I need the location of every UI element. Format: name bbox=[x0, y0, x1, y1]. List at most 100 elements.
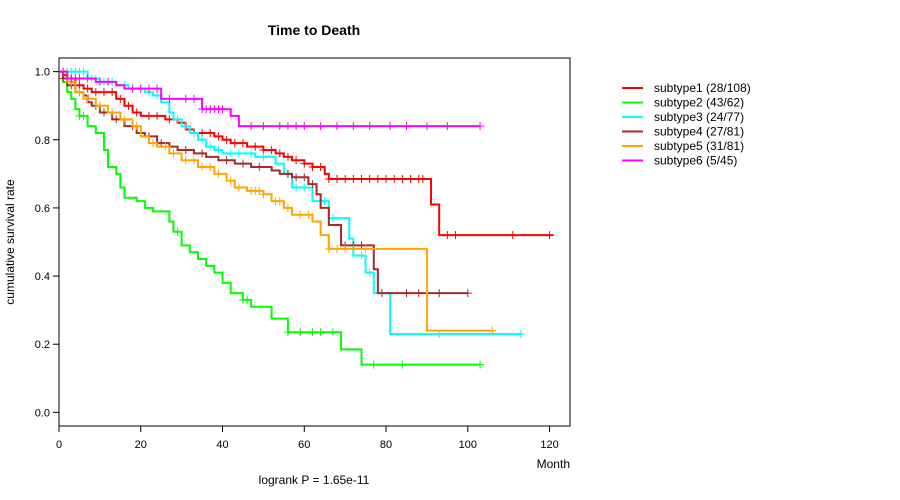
censor-mark bbox=[112, 115, 121, 124]
censor-mark bbox=[181, 122, 190, 131]
censor-mark bbox=[402, 289, 411, 298]
y-axis-label: cumulative survival rate bbox=[3, 179, 17, 305]
censor-mark bbox=[226, 149, 235, 158]
censor-mark bbox=[300, 183, 309, 192]
censor-mark bbox=[275, 197, 284, 206]
censor-mark bbox=[91, 88, 100, 97]
censor-mark bbox=[488, 326, 497, 335]
censor-mark bbox=[292, 173, 301, 182]
censor-mark bbox=[398, 174, 407, 183]
censor-mark bbox=[365, 122, 374, 131]
censor-mark bbox=[234, 183, 243, 192]
censor-mark bbox=[95, 77, 104, 86]
censor-mark bbox=[132, 108, 141, 117]
censor-mark bbox=[267, 146, 276, 154]
censor-mark bbox=[198, 128, 207, 137]
censor-mark bbox=[99, 108, 108, 117]
censor-mark bbox=[308, 180, 317, 189]
censor-mark bbox=[386, 122, 395, 131]
x-tick-label: 20 bbox=[135, 439, 147, 451]
censor-mark bbox=[369, 360, 378, 369]
x-tick-label: 120 bbox=[540, 439, 558, 451]
censor-mark bbox=[328, 214, 337, 223]
censor-mark bbox=[545, 231, 554, 240]
censor-mark bbox=[251, 142, 260, 151]
censor-mark bbox=[414, 289, 423, 298]
censor-mark bbox=[275, 149, 284, 158]
censor-mark bbox=[136, 84, 145, 93]
censor-mark bbox=[332, 244, 341, 253]
censor-mark bbox=[259, 190, 268, 199]
censor-mark bbox=[283, 152, 292, 161]
censor-mark bbox=[341, 244, 350, 253]
censor-mark bbox=[144, 111, 153, 120]
censor-mark bbox=[173, 227, 182, 236]
censor-mark bbox=[214, 146, 223, 154]
censor-mark bbox=[361, 244, 370, 253]
y-tick-label: 0.2 bbox=[35, 339, 50, 351]
censor-mark bbox=[451, 231, 460, 240]
x-tick-label: 100 bbox=[459, 439, 477, 451]
legend-label: subtype5 (31/81) bbox=[654, 139, 744, 153]
axes: 0 20 40 60 80 100 120 0.0 0.2 0.4 0.6 0.8 1.0 bbox=[35, 67, 559, 451]
censor-mark bbox=[238, 139, 247, 148]
censor-mark bbox=[169, 149, 178, 158]
censor-mark bbox=[198, 149, 207, 158]
survival-curve bbox=[59, 70, 481, 366]
censor-mark bbox=[75, 74, 84, 83]
censor-mark bbox=[406, 174, 415, 183]
censor-mark bbox=[259, 152, 268, 161]
censor-mark bbox=[435, 289, 444, 298]
censor-mark bbox=[316, 163, 325, 172]
censor-mark bbox=[230, 139, 239, 148]
series-subtype6 bbox=[59, 67, 485, 131]
x-tick-label: 0 bbox=[56, 439, 62, 451]
censor-mark bbox=[206, 128, 215, 137]
censor-mark bbox=[214, 132, 223, 141]
legend-label: subtype6 (5/45) bbox=[654, 154, 737, 168]
censor-mark bbox=[300, 173, 309, 182]
censor-mark bbox=[99, 88, 108, 97]
censor-mark bbox=[398, 360, 407, 369]
censor-mark bbox=[75, 81, 84, 90]
censor-mark bbox=[59, 74, 68, 83]
censor-mark bbox=[508, 231, 517, 240]
censor-mark bbox=[300, 159, 309, 168]
censor-mark bbox=[181, 156, 190, 165]
censor-mark bbox=[144, 84, 153, 93]
censor-mark bbox=[132, 122, 141, 131]
censor-mark bbox=[349, 122, 358, 131]
censor-mark bbox=[222, 135, 231, 144]
censor-mark bbox=[59, 67, 68, 76]
censor-mark bbox=[418, 174, 427, 183]
censor-mark bbox=[332, 122, 341, 131]
censor-mark bbox=[275, 122, 284, 131]
censor-mark bbox=[516, 330, 525, 338]
legend-label: subtype2 (43/62) bbox=[654, 96, 744, 110]
censor-mark bbox=[308, 328, 317, 337]
x-tick-label: 60 bbox=[298, 439, 310, 451]
censor-mark bbox=[476, 360, 485, 369]
censor-mark bbox=[222, 156, 231, 165]
censor-mark bbox=[83, 94, 92, 103]
censor-mark bbox=[324, 244, 333, 253]
chart-title: Time to Death bbox=[268, 22, 360, 38]
censor-mark bbox=[292, 122, 301, 131]
censor-mark bbox=[283, 328, 292, 337]
censor-mark bbox=[316, 122, 325, 131]
censor-mark bbox=[218, 105, 227, 114]
legend-label: subtype4 (27/81) bbox=[654, 125, 744, 139]
y-tick-label: 0.8 bbox=[35, 135, 50, 147]
legend-label: subtype1 (28/108) bbox=[654, 81, 751, 95]
censor-mark bbox=[165, 115, 174, 124]
censor-mark bbox=[304, 210, 313, 219]
survival-curve bbox=[59, 70, 554, 237]
censor-mark bbox=[173, 115, 182, 124]
plot-frame bbox=[58, 57, 571, 427]
censor-mark bbox=[181, 146, 190, 154]
censor-mark bbox=[128, 84, 137, 93]
censor-mark bbox=[476, 122, 485, 131]
censor-mark bbox=[153, 111, 162, 120]
series-layer bbox=[59, 67, 554, 369]
censor-mark bbox=[108, 108, 117, 117]
